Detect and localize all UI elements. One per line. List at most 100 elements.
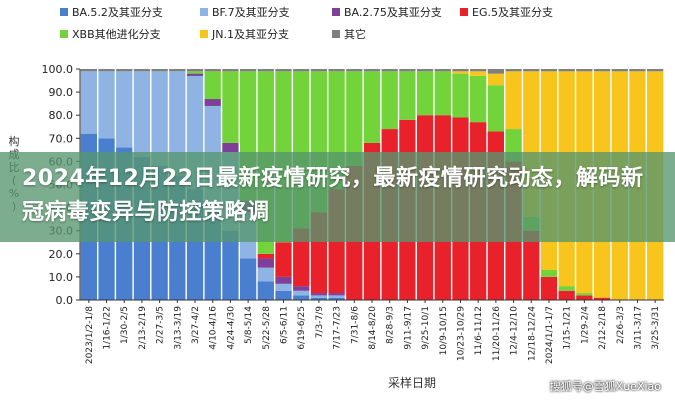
x-tick-label: 1/15-1/21 [563, 306, 573, 350]
y-tick-label: 90.0 [49, 86, 74, 99]
x-axis-label: 采样日期 [388, 375, 436, 390]
bar-segment [222, 71, 239, 143]
bar-segment [98, 71, 115, 139]
x-tick-label: 12/18-12/24 [527, 306, 537, 361]
bar-segment [416, 71, 434, 116]
bar-segment [416, 69, 434, 72]
bar-segment [293, 295, 310, 300]
legend-swatch [332, 30, 340, 38]
x-tick-label: 9/11-9/17 [403, 306, 413, 350]
x-tick-label: 8/14-8/20 [368, 306, 378, 350]
x-tick-label: 11/20-11/26 [492, 306, 502, 361]
bar-segment [399, 71, 416, 120]
x-tick-label: 2/13-2/19 [138, 306, 148, 350]
bar-segment [293, 228, 310, 287]
legend-item: XBB其他进化分支 [60, 26, 161, 42]
bar-segment [399, 69, 416, 72]
bar-segment [151, 71, 168, 167]
bar-segment [452, 71, 469, 74]
bar-segment [452, 73, 469, 118]
bar-segment [275, 242, 292, 277]
bar-segment [186, 71, 204, 74]
bar-segment [505, 71, 522, 130]
x-tick-label: 7/31-8/6 [350, 306, 360, 344]
legend-item: EG.5及其亚分支 [460, 4, 553, 20]
bar-segment [487, 73, 505, 86]
bar-segment [381, 69, 398, 72]
bar-segment [363, 71, 381, 143]
bar-segment [310, 297, 328, 300]
bar-segment [523, 69, 540, 72]
y-tick-label: 10.0 [49, 271, 74, 284]
bar-segment [328, 293, 345, 296]
bar-segment [523, 230, 540, 300]
x-tick-label: 2024/1/1-1/7 [545, 306, 555, 364]
bar-segment [593, 69, 611, 72]
bar-segment [346, 71, 363, 167]
x-tick-label: 1/30-2/5 [120, 306, 130, 344]
bar-segment [487, 85, 505, 132]
x-tick-label: 6/19-6/25 [297, 306, 307, 350]
bar-segment [558, 286, 575, 291]
x-tick-label: 3/25-3/31 [651, 306, 661, 350]
bar-segment [98, 69, 115, 72]
legend-item: BA.2.75及其亚分支 [332, 4, 442, 20]
bar-segment [558, 290, 575, 300]
bar-segment [381, 71, 398, 130]
legend-swatch [60, 8, 68, 16]
bar-segment [116, 69, 133, 72]
bar-segment [470, 75, 487, 123]
legend-label: BA.5.2及其亚分支 [72, 6, 163, 19]
x-tick-label: 2023/1/2-1/8 [85, 306, 95, 364]
bar-segment [593, 297, 611, 300]
bar-segment [257, 69, 274, 72]
x-tick-label: 11/6-11/12 [474, 306, 484, 355]
legend-label: 其它 [344, 28, 366, 41]
x-tick-label: 12/4-12/10 [510, 306, 520, 356]
bar-segment [505, 69, 522, 72]
x-tick-label: 3/11-3/17 [633, 306, 643, 350]
bar-segment [434, 71, 451, 116]
headline-text: 2024年12月22日最新疫情研究，最新疫情研究动态，解码新冠病毒变异与防控策略… [22, 166, 644, 225]
bar-segment [293, 69, 310, 72]
x-tick-label: 4/24-4/30 [226, 306, 236, 350]
bar-segment [186, 73, 204, 76]
bar-segment [540, 276, 558, 300]
x-tick-label: 5/8-5/14 [244, 306, 254, 344]
bar-segment [80, 71, 97, 134]
bar-segment [558, 69, 575, 72]
bar-segment [540, 69, 558, 72]
bar-segment [222, 230, 239, 300]
bar-segment [576, 69, 593, 72]
y-tick-label: 100.0 [42, 63, 74, 76]
bar-segment [647, 69, 664, 72]
bar-segment [204, 99, 221, 106]
bar-segment [133, 71, 151, 157]
bar-segment [257, 258, 274, 268]
x-tick-label: 2/12-2/18 [598, 306, 608, 350]
bar-segment [222, 142, 239, 153]
bar-segment [116, 71, 133, 148]
bar-segment [257, 253, 274, 259]
bar-segment [310, 295, 328, 298]
bar-segment [293, 290, 310, 296]
bar-segment [576, 295, 593, 300]
x-tick-label: 4/10-4/16 [209, 306, 219, 350]
legend-label: JN.1及其亚分支 [212, 28, 289, 41]
watermark-text: 搜狐号@雪狐XueXiao [549, 380, 661, 393]
bar-segment [487, 69, 505, 74]
bar-segment [540, 269, 558, 277]
chart-legend: BA.5.2及其亚分支 BF.7及其亚分支 BA.2.75及其亚分支 EG.5及其亚分… [60, 4, 660, 48]
x-tick-label: 1/29-2/4 [580, 306, 590, 344]
bar-segment [470, 69, 487, 72]
legend-label: EG.5及其亚分支 [472, 6, 553, 19]
x-tick-label: 9/25-10/1 [421, 306, 431, 350]
y-tick-label: 70.0 [49, 132, 74, 145]
legend-label: BF.7及其亚分支 [212, 6, 290, 19]
y-tick-label: 20.0 [49, 248, 74, 261]
bar-segment [80, 69, 97, 72]
x-tick-label: 10/9-10/15 [439, 306, 449, 355]
x-tick-label: 7/3-7/9 [315, 306, 325, 338]
bar-segment [169, 69, 186, 72]
bar-segment [310, 69, 328, 72]
